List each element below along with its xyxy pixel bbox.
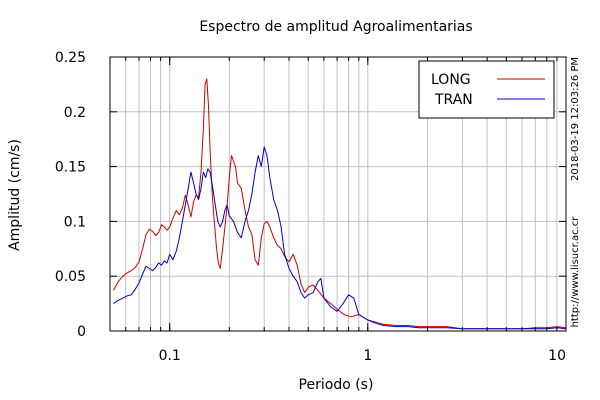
axis-ticks: 0 0.05 0.1 0.15 0.2 0.25 0.1 1 10 bbox=[55, 50, 567, 364]
y-tick-label: 0 bbox=[77, 324, 86, 340]
series-lines bbox=[112, 78, 567, 330]
legend: LONG TRAN bbox=[418, 60, 555, 119]
y-tick-label: 0.25 bbox=[55, 50, 86, 66]
x-tick-label: 1 bbox=[363, 348, 372, 364]
y-tick-label: 0.15 bbox=[55, 160, 86, 176]
plot-frame bbox=[109, 56, 567, 332]
legend-label-long: LONG bbox=[431, 72, 471, 88]
y-tick-label: 0.05 bbox=[55, 269, 86, 285]
x-axis-label: Periodo (s) bbox=[299, 377, 374, 393]
x-tick-label: 0.1 bbox=[159, 348, 181, 364]
y-tick-label: 0.2 bbox=[64, 105, 86, 121]
y-axis-label: Amplitud (cm/s) bbox=[7, 139, 23, 251]
chart-title: Espectro de amplitud Agroalimentarias bbox=[199, 19, 472, 35]
legend-box bbox=[418, 60, 555, 119]
timestamp-text: 2018-03-19 12:03:26 PM bbox=[570, 57, 581, 181]
y-tick-label: 0.1 bbox=[64, 214, 86, 230]
series-line-tran bbox=[113, 146, 567, 330]
x-tick-label: 10 bbox=[548, 348, 566, 364]
source-url-text: http://www.lisucr.ac.cr bbox=[570, 216, 581, 328]
legend-label-tran: TRAN bbox=[434, 92, 473, 108]
